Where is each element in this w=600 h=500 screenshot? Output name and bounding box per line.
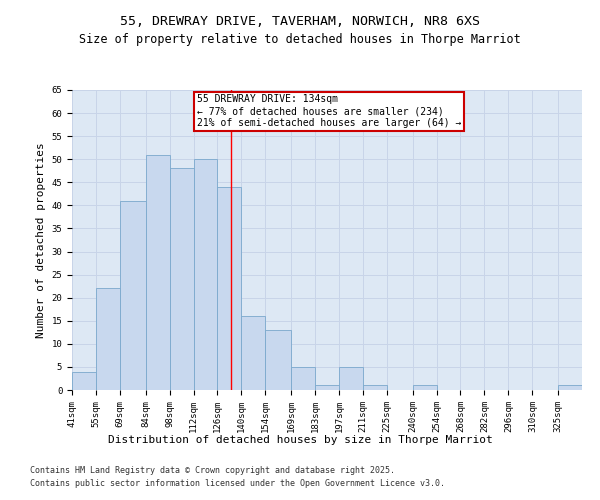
Text: Size of property relative to detached houses in Thorpe Marriot: Size of property relative to detached ho… <box>79 32 521 46</box>
Y-axis label: Number of detached properties: Number of detached properties <box>36 142 46 338</box>
Text: 55, DREWRAY DRIVE, TAVERHAM, NORWICH, NR8 6XS: 55, DREWRAY DRIVE, TAVERHAM, NORWICH, NR… <box>120 15 480 28</box>
Bar <box>413 386 437 390</box>
Bar <box>194 159 217 390</box>
Bar <box>558 386 582 390</box>
Bar <box>363 386 387 390</box>
Text: Contains public sector information licensed under the Open Government Licence v3: Contains public sector information licen… <box>30 478 445 488</box>
Bar <box>170 168 194 390</box>
Text: Distribution of detached houses by size in Thorpe Marriot: Distribution of detached houses by size … <box>107 435 493 445</box>
Bar <box>265 330 291 390</box>
Bar <box>120 201 146 390</box>
Bar <box>217 187 241 390</box>
Bar <box>291 367 315 390</box>
Bar <box>72 372 96 390</box>
Bar <box>241 316 265 390</box>
Bar <box>146 154 170 390</box>
Bar <box>315 386 339 390</box>
Bar <box>339 367 363 390</box>
Text: Contains HM Land Registry data © Crown copyright and database right 2025.: Contains HM Land Registry data © Crown c… <box>30 466 395 475</box>
Text: 55 DREWRAY DRIVE: 134sqm
← 77% of detached houses are smaller (234)
21% of semi-: 55 DREWRAY DRIVE: 134sqm ← 77% of detach… <box>197 94 461 128</box>
Bar <box>96 288 120 390</box>
